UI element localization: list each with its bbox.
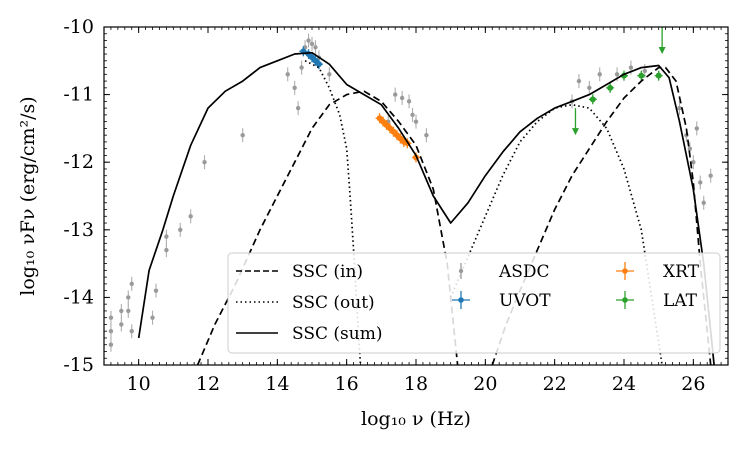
curve-ssc-out xyxy=(449,103,663,365)
upper-limit-arrowhead-lat xyxy=(571,128,579,136)
x-tick-label: 26 xyxy=(681,373,705,395)
point-asdc xyxy=(642,68,647,74)
point-asdc xyxy=(687,146,693,151)
legend-label-lat: LAT xyxy=(663,291,698,311)
point-asdc xyxy=(701,200,706,205)
point-asdc xyxy=(164,234,169,239)
legend-box xyxy=(227,252,721,354)
point-lat xyxy=(589,96,596,103)
curve-ssc-in xyxy=(196,90,459,365)
curve-ssc-sum xyxy=(137,51,715,365)
point-asdc xyxy=(694,126,699,131)
point-asdc xyxy=(178,227,183,232)
point-asdc xyxy=(708,173,713,178)
x-tick-label: 20 xyxy=(473,373,497,395)
point-asdc xyxy=(597,72,602,77)
point-asdc xyxy=(393,92,398,97)
point-asdc xyxy=(587,85,592,91)
upper-limit-arrowhead-lat xyxy=(658,47,666,54)
point-uvot xyxy=(315,61,322,68)
x-tick-label: 22 xyxy=(543,373,567,395)
axes-layer: 10 12 14 16 18 20 22 24 26 -10 -11 -12 -13 -14 -15 xyxy=(63,16,729,395)
point-asdc xyxy=(126,308,131,314)
curve-ssc-in xyxy=(491,66,712,365)
legend-label-ssc-in: SSC (in) xyxy=(292,262,363,282)
point-asdc xyxy=(153,288,159,293)
point-asdc xyxy=(119,308,124,314)
legend-label-uvot: UVOT xyxy=(499,291,551,311)
point-asdc xyxy=(614,72,620,77)
y-tick-label: -13 xyxy=(63,219,94,241)
legend-marker-uvot xyxy=(452,291,470,309)
point-asdc xyxy=(576,78,582,84)
point-asdc xyxy=(424,132,429,138)
point-asdc xyxy=(309,41,315,47)
point-asdc xyxy=(677,105,682,111)
y-tick-label: -11 xyxy=(63,84,94,106)
point-asdc xyxy=(202,160,207,165)
point-lat xyxy=(655,72,662,79)
legend-label-xrt: XRT xyxy=(663,262,700,282)
point-asdc xyxy=(413,119,419,124)
point-asdc xyxy=(150,315,155,320)
point-asdc xyxy=(628,65,634,70)
y-tick-label: -10 xyxy=(63,16,94,38)
point-asdc xyxy=(240,132,245,138)
point-lat xyxy=(607,84,614,91)
point-asdc xyxy=(691,160,696,165)
point-asdc xyxy=(295,105,301,111)
x-axis-label: log₁₀ ν (Hz) xyxy=(361,408,471,430)
y-tick-label: -14 xyxy=(63,286,94,308)
point-asdc xyxy=(327,72,332,77)
y-tick-label: -15 xyxy=(63,354,94,376)
point-asdc xyxy=(188,214,193,219)
point-asdc xyxy=(410,112,415,118)
x-tick-label: 14 xyxy=(265,373,289,395)
point-asdc xyxy=(399,95,405,101)
point-asdc xyxy=(313,45,318,50)
legend-marker-asdc xyxy=(458,263,464,279)
point-asdc xyxy=(108,342,114,347)
point-asdc xyxy=(129,329,134,334)
data-layer xyxy=(108,27,713,352)
point-asdc xyxy=(119,322,124,327)
point-asdc xyxy=(108,329,114,334)
legend-label-ssc-sum: SSC (sum) xyxy=(292,324,382,344)
x-tick-label: 24 xyxy=(612,373,636,395)
x-tick-label: 16 xyxy=(335,373,359,395)
x-tick-label: 10 xyxy=(127,373,151,395)
point-asdc xyxy=(126,295,131,300)
point-asdc xyxy=(292,85,297,91)
point-lat xyxy=(638,72,645,79)
x-tick-label: 12 xyxy=(196,373,220,395)
y-axis-label: log₁₀ νFν (erg/cm²/s) xyxy=(17,96,39,295)
point-asdc xyxy=(108,315,114,320)
point-asdc xyxy=(698,180,703,185)
point-asdc xyxy=(285,72,290,77)
x-tick-label: 18 xyxy=(404,373,428,395)
legend-marker-lat xyxy=(616,291,634,309)
legend-label-asdc: ASDC xyxy=(498,262,550,282)
point-asdc xyxy=(164,247,169,253)
point-asdc xyxy=(129,281,134,287)
point-asdc xyxy=(299,65,304,70)
point-asdc xyxy=(406,99,412,104)
legend: SSC (in) SSC (out) SSC (sum) ASDC UVOT X… xyxy=(227,252,721,354)
y-tick-label: -12 xyxy=(63,151,94,173)
legend-marker-xrt xyxy=(616,262,634,280)
point-asdc xyxy=(306,38,311,43)
legend-label-ssc-out: SSC (out) xyxy=(292,293,375,313)
